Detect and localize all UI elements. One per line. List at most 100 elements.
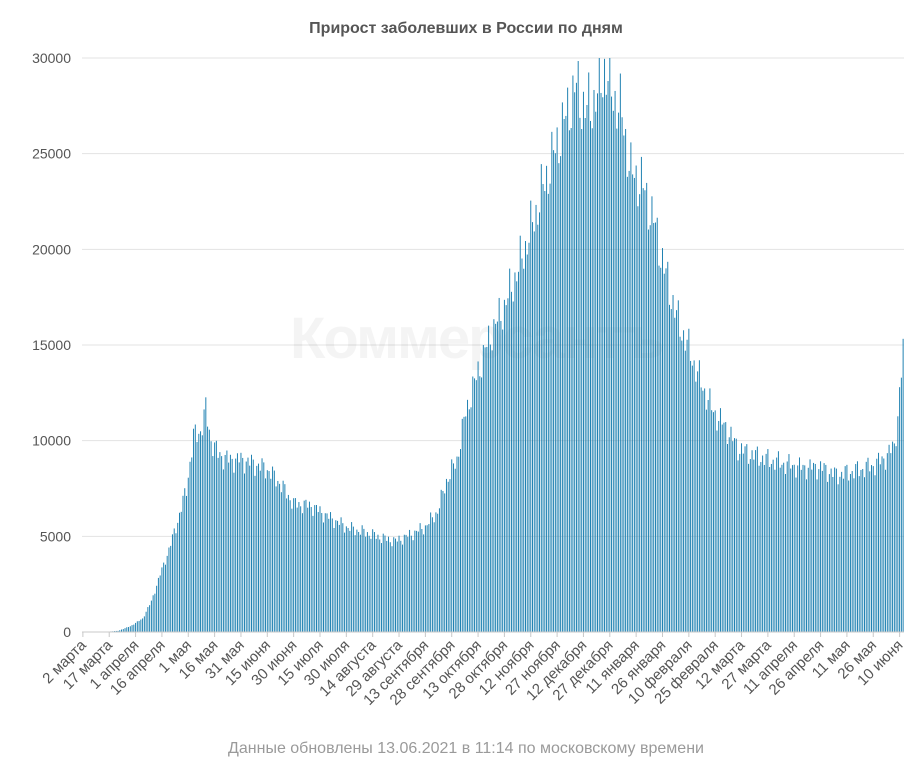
bar xyxy=(586,105,588,632)
bar xyxy=(723,422,725,632)
bar xyxy=(656,217,658,633)
bar xyxy=(784,473,786,632)
bar xyxy=(145,611,147,632)
bar xyxy=(647,229,649,633)
bar xyxy=(430,512,432,632)
bar xyxy=(142,618,144,632)
bar xyxy=(546,165,548,632)
bar xyxy=(862,468,864,632)
bar xyxy=(663,273,665,632)
bar xyxy=(286,498,288,632)
bar xyxy=(214,442,216,632)
bar xyxy=(472,376,474,632)
bar xyxy=(412,540,414,632)
bar xyxy=(600,92,602,632)
bar xyxy=(779,467,781,632)
bar xyxy=(319,506,321,632)
bar xyxy=(398,535,400,632)
bar xyxy=(328,518,330,632)
bar xyxy=(421,529,423,632)
bar xyxy=(684,350,686,632)
bar xyxy=(828,474,830,632)
bar xyxy=(651,196,653,632)
bar xyxy=(874,475,876,632)
bar xyxy=(512,301,514,632)
bar xyxy=(872,466,874,632)
bar xyxy=(409,529,411,632)
bar xyxy=(171,534,173,632)
bar xyxy=(317,512,319,632)
bar xyxy=(623,135,625,633)
bar xyxy=(143,616,145,632)
bar xyxy=(224,454,226,632)
bar xyxy=(725,422,727,632)
bar xyxy=(851,471,853,632)
bar xyxy=(291,508,293,632)
bar xyxy=(885,469,887,632)
bar xyxy=(356,529,358,632)
bar xyxy=(604,58,606,632)
bar xyxy=(254,475,256,632)
bar xyxy=(628,170,630,632)
bar xyxy=(649,225,651,632)
bar xyxy=(890,453,892,632)
bar xyxy=(813,462,815,632)
bar xyxy=(193,428,195,632)
bar xyxy=(265,478,267,632)
bar xyxy=(519,235,521,632)
bar xyxy=(156,585,158,632)
bar xyxy=(333,528,335,632)
bar xyxy=(484,347,486,632)
bar xyxy=(834,467,836,632)
bar xyxy=(570,128,572,632)
bar xyxy=(361,525,363,632)
bar xyxy=(830,468,832,632)
bar xyxy=(205,397,207,632)
bar xyxy=(825,464,827,632)
bar xyxy=(375,538,377,632)
bar xyxy=(467,399,469,632)
y-tick-label: 10000 xyxy=(32,433,71,449)
bar xyxy=(233,472,235,632)
bar xyxy=(363,528,365,632)
bar xyxy=(270,478,272,632)
bar xyxy=(806,479,808,632)
bar xyxy=(445,478,447,632)
bar xyxy=(505,305,507,632)
bar xyxy=(625,128,627,633)
bar xyxy=(184,488,186,632)
bar xyxy=(433,522,435,632)
bar xyxy=(561,102,563,632)
bar xyxy=(704,388,706,632)
bar xyxy=(337,520,339,632)
bar xyxy=(751,450,753,632)
bar xyxy=(386,540,388,632)
bar xyxy=(642,188,644,632)
bar xyxy=(640,156,642,632)
bar xyxy=(168,547,170,632)
bar xyxy=(856,461,858,632)
bar xyxy=(240,452,242,632)
bar xyxy=(865,461,867,632)
bar xyxy=(528,242,530,632)
bar xyxy=(658,265,660,632)
bar xyxy=(846,464,848,632)
bar xyxy=(124,628,126,632)
watermark-logo: Коммерсантъ xyxy=(290,306,663,371)
bar xyxy=(395,538,397,632)
bar xyxy=(373,532,375,632)
bar xyxy=(755,450,757,632)
bar xyxy=(438,508,440,632)
bar xyxy=(741,443,743,632)
bar xyxy=(489,344,491,632)
bar xyxy=(482,345,484,632)
bar xyxy=(349,530,351,632)
bar xyxy=(595,111,597,633)
bar xyxy=(551,131,553,632)
bar xyxy=(616,128,618,632)
update-note: Данные обновлены 13.06.2021 в 11:14 по м… xyxy=(228,740,704,757)
bar xyxy=(721,424,723,632)
bar xyxy=(358,531,360,632)
bar xyxy=(549,183,551,632)
bar xyxy=(839,476,841,632)
